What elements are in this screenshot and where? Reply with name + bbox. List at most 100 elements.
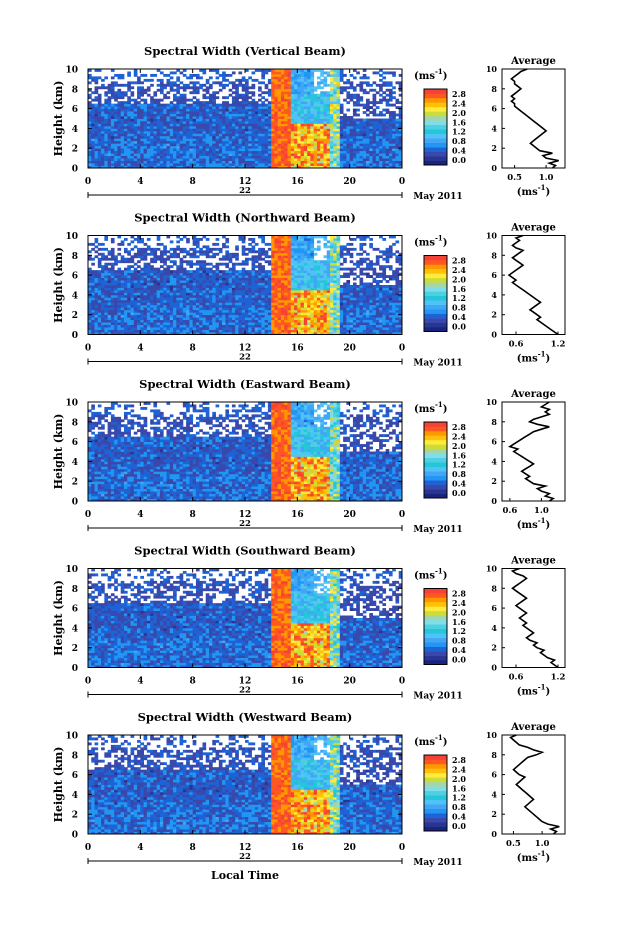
heatmap-cell: [120, 287, 125, 291]
heatmap-cell: [104, 265, 109, 269]
heatmap-cell: [241, 165, 246, 169]
heatmap-cell: [153, 128, 158, 132]
heatmap-cell: [205, 135, 210, 139]
heatmap-cell: [140, 317, 144, 321]
heatmap-cell: [176, 108, 180, 112]
heatmap-cell: [104, 329, 109, 333]
heatmap-cell: [320, 163, 324, 166]
heatmap-cell: [267, 88, 272, 92]
heatmap-cell: [120, 314, 125, 318]
heatmap-cell: [117, 120, 122, 124]
heatmap-cell: [258, 153, 262, 157]
heatmap-cell: [153, 135, 158, 139]
heatmap-cell: [225, 327, 230, 330]
heatmap-cell: [379, 150, 383, 154]
heatmap-cell: [352, 140, 357, 144]
heatmap-cell: [228, 282, 233, 286]
panel-title: Spectral Width (Northward Beam): [134, 211, 356, 225]
heatmap-cell: [231, 108, 236, 112]
heatmap-cell: [192, 250, 197, 254]
heatmap-cell: [189, 158, 194, 161]
heatmap-cell: [222, 292, 226, 296]
avg-y-tick-label: 0: [491, 163, 497, 173]
heatmap-cell: [382, 71, 387, 75]
heatmap-cell: [146, 93, 151, 97]
heatmap-cell: [127, 101, 131, 105]
heatmap-cell: [140, 299, 144, 303]
heatmap-cell: [205, 143, 210, 147]
heatmap-cell: [398, 93, 403, 97]
heatmap-cell: [120, 327, 125, 330]
heatmap-cell: [398, 143, 403, 147]
heatmap-cell: [123, 143, 128, 147]
heatmap-cell: [117, 125, 122, 129]
heatmap-cell: [117, 247, 122, 251]
heatmap-cell: [222, 272, 226, 276]
heatmap-cell: [254, 324, 259, 328]
heatmap-cell: [173, 287, 177, 291]
heatmap-cell: [199, 292, 203, 296]
heatmap-cell: [195, 148, 200, 152]
heatmap-cell: [199, 135, 203, 139]
heatmap-cell: [176, 160, 180, 164]
heatmap-cell: [186, 289, 190, 293]
heatmap-cell: [127, 106, 131, 110]
heatmap-cell: [264, 143, 269, 147]
heatmap-cell: [231, 135, 236, 139]
heatmap-cell: [225, 148, 230, 152]
heatmap-cell: [205, 309, 210, 313]
heatmap-cell: [271, 120, 275, 124]
heatmap-cell: [137, 158, 141, 161]
heatmap-cell: [110, 280, 115, 283]
heatmap-cell: [189, 116, 194, 119]
heatmap-cell: [290, 140, 295, 144]
heatmap-cell: [300, 78, 305, 82]
heatmap-cell: [176, 83, 180, 87]
heatmap-cell: [248, 314, 252, 318]
heatmap-cell: [202, 133, 207, 137]
heatmap-cell: [130, 153, 135, 157]
heatmap-cell: [333, 116, 337, 119]
heatmap-cell: [192, 289, 197, 293]
heatmap-cell: [120, 332, 125, 335]
heatmap-cell: [199, 309, 203, 313]
heatmap-cell: [166, 299, 171, 303]
heatmap-cell: [202, 153, 207, 157]
heatmap-cell: [114, 93, 118, 97]
heatmap-cell: [101, 150, 105, 154]
heatmap-cell: [310, 125, 315, 129]
heatmap-cell: [133, 140, 138, 144]
heatmap-cell: [398, 73, 403, 77]
heatmap-cell: [123, 309, 128, 313]
heatmap-cell: [176, 91, 180, 95]
heatmap-cell: [176, 312, 180, 316]
heatmap-cell: [343, 125, 347, 129]
heatmap-cell: [133, 287, 138, 291]
heatmap-cell: [290, 123, 295, 127]
heatmap-cell: [199, 267, 203, 271]
heatmap-cell: [297, 118, 301, 122]
heatmap-cell: [235, 297, 239, 301]
heatmap-cell: [362, 163, 367, 166]
heatmap-cell: [114, 280, 118, 283]
heatmap-cell: [215, 145, 220, 149]
heatmap-cell: [392, 96, 396, 100]
heatmap-cell: [163, 304, 167, 308]
heatmap-cell: [271, 148, 275, 152]
heatmap-cell: [94, 103, 99, 107]
heatmap-cell: [156, 257, 161, 261]
colorbar-swatch: [424, 133, 447, 139]
heatmap-cell: [133, 317, 138, 321]
heatmap-cell: [143, 257, 148, 261]
heatmap-cell: [146, 287, 151, 291]
heatmap-cell: [222, 309, 226, 313]
heatmap-cell: [326, 135, 331, 139]
heatmap-cell: [336, 138, 341, 142]
heatmap-cell: [127, 128, 131, 132]
heatmap-cell: [222, 245, 226, 249]
heatmap-cell: [153, 106, 158, 110]
heatmap-cell: [218, 319, 223, 323]
heatmap-cell: [176, 148, 180, 152]
heatmap-cell: [395, 145, 400, 149]
heatmap-cell: [130, 103, 135, 107]
